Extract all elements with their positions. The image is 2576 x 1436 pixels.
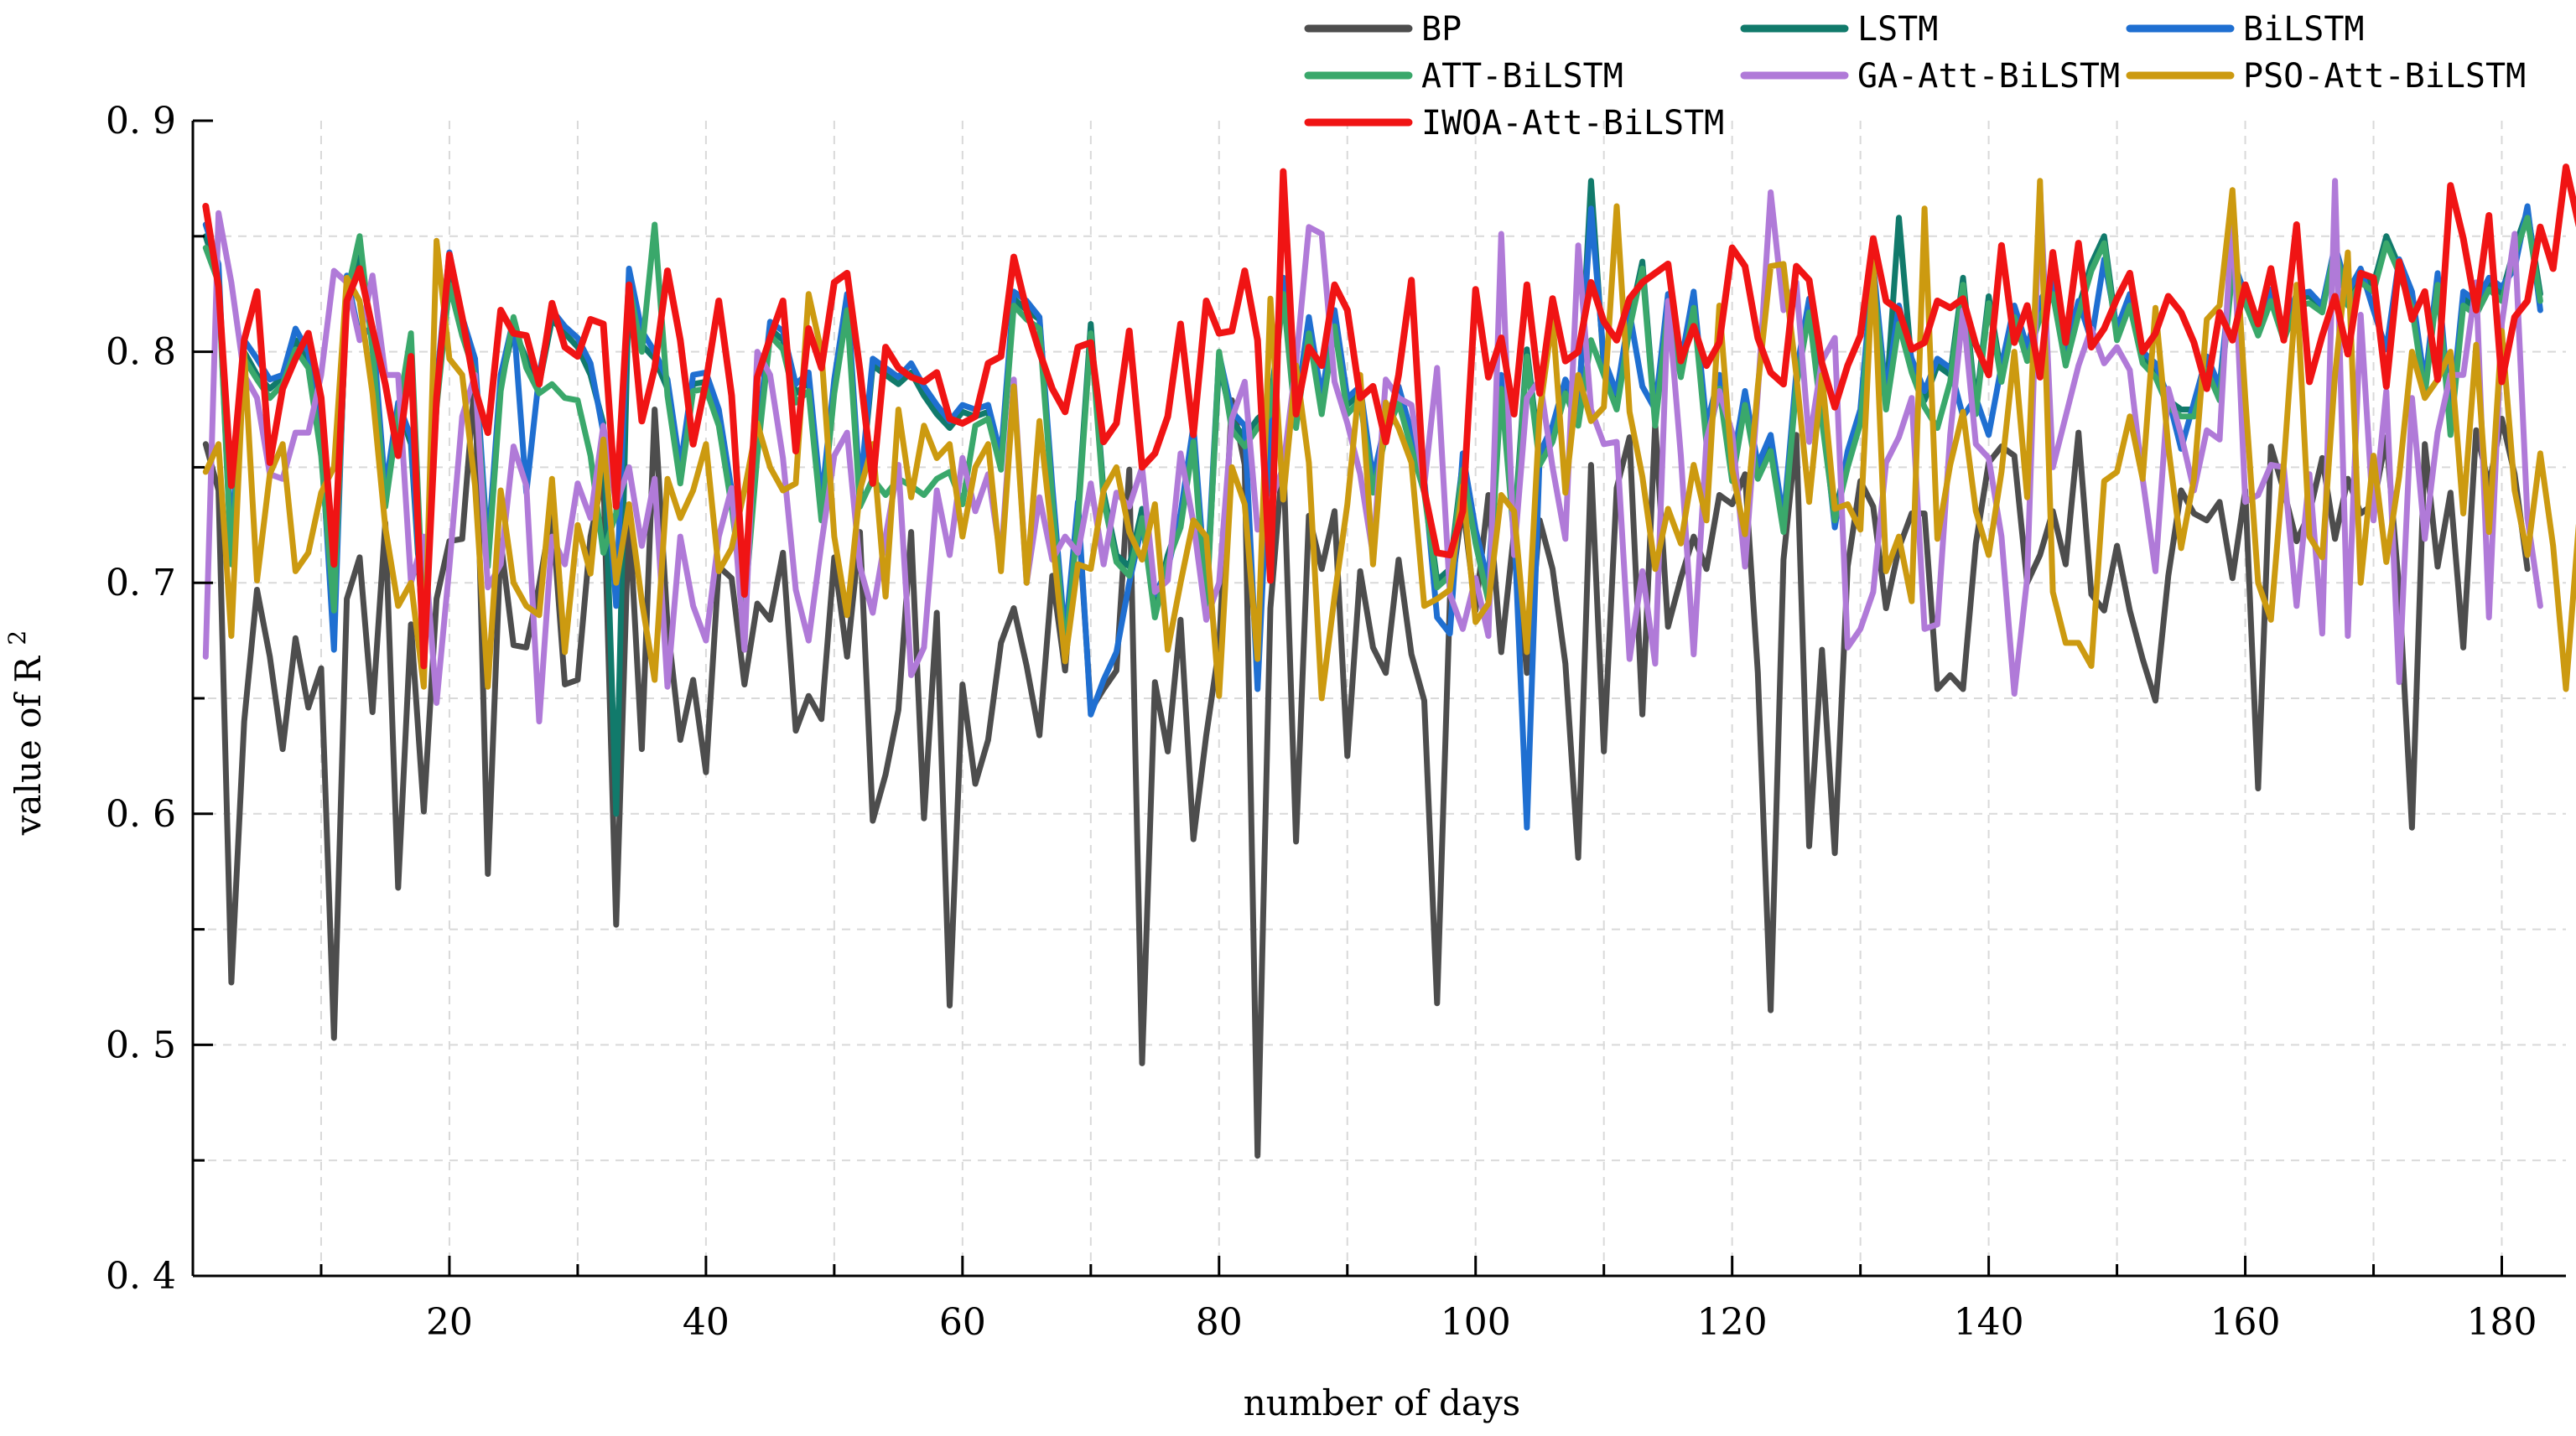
x-tick-label: 20 — [426, 1301, 473, 1344]
legend: BP LSTM BiLSTM ATT-BiLSTM GA-Att-BiLSTM PSO-A… — [1304, 10, 2526, 143]
legend-label: BiLSTM — [2243, 10, 2365, 49]
y-tick-label: 0. 4 — [106, 1255, 176, 1298]
x-tick-label: 100 — [1441, 1301, 1511, 1344]
y-axis-label-group: value of R 2 — [3, 630, 49, 836]
y-axis-label-superscript: 2 — [3, 630, 31, 645]
x-tick-label: 40 — [683, 1301, 730, 1344]
legend-label: PSO-Att-BiLSTM — [2243, 57, 2526, 96]
x-tick-label: 120 — [1697, 1301, 1768, 1344]
axes — [191, 119, 2566, 1278]
y-tick-label: 0. 6 — [106, 793, 176, 836]
x-tick-label: 80 — [1196, 1301, 1243, 1344]
x-tick-label: 180 — [2467, 1301, 2537, 1344]
y-axis-label: value of R — [8, 656, 49, 837]
grid — [193, 121, 2566, 1276]
series-lines — [202, 163, 2576, 1159]
x-tick-label: 160 — [2210, 1301, 2281, 1344]
legend-label: GA-Att-BiLSTM — [1857, 57, 2120, 96]
y-tick-label: 0. 5 — [106, 1024, 176, 1066]
x-tick-label: 60 — [939, 1301, 986, 1344]
svg-text:value of R 2: value of R 2 — [3, 630, 49, 836]
y-tick-label: 0. 8 — [106, 331, 176, 374]
x-tick-label: 140 — [1954, 1301, 2024, 1344]
series-line-iwoa-att-bilstm — [202, 163, 2576, 670]
legend-label: IWOA-Att-BiLSTM — [1421, 104, 1724, 143]
legend-label: ATT-BiLSTM — [1421, 57, 1623, 96]
legend-label: BP — [1421, 10, 1462, 49]
y-tick-label: 0. 9 — [106, 100, 176, 143]
x-axis-label: number of days — [1244, 1382, 1520, 1423]
legend-label: LSTM — [1857, 10, 1938, 49]
tick-labels: 20 40 60 80 100 120 140 160 180 0. 4 0. 5 0. 6 0. 7 0… — [106, 100, 2537, 1344]
y-tick-label: 0. 7 — [106, 562, 176, 604]
